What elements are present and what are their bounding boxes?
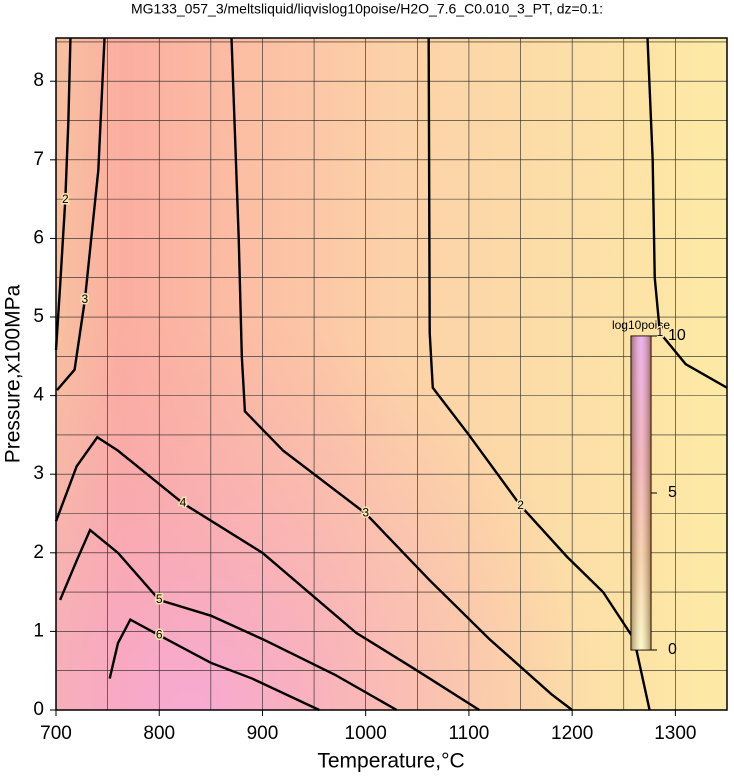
contour-label: 5 — [156, 592, 163, 606]
contour-line — [56, 37, 106, 391]
y-tick-label: 6 — [33, 227, 44, 248]
x-tick-label: 1300 — [654, 723, 696, 744]
y-tick-label: 4 — [33, 385, 44, 406]
y-axis-label: Pressure,x100MPa — [2, 284, 25, 463]
y-tick-label: 0 — [33, 699, 44, 720]
y-tick-label: 8 — [33, 70, 44, 91]
x-tick-label: 1100 — [448, 723, 489, 744]
x-tick-label: 1200 — [551, 723, 593, 744]
x-tick-label: 900 — [247, 723, 279, 744]
contour-line — [54, 37, 72, 351]
contour-label: 1 — [657, 325, 664, 339]
contour-line — [59, 528, 398, 712]
contour-line — [108, 617, 320, 712]
x-tick-label: 700 — [40, 723, 72, 744]
x-axis-label: Temperature,°C — [317, 750, 464, 773]
colorbar-shade — [631, 336, 651, 650]
contour-line — [230, 37, 573, 711]
y-tick-label: 2 — [33, 542, 44, 563]
x-tick-label: 1000 — [345, 723, 387, 744]
y-tick-label: 5 — [33, 306, 44, 327]
contour-label: 2 — [517, 498, 524, 512]
plot-shading — [56, 38, 727, 710]
contour-label: 4 — [180, 495, 187, 509]
contour-line — [646, 37, 728, 389]
contour-label: 6 — [156, 628, 163, 642]
x-tick-label: 800 — [143, 723, 175, 744]
plot-frame — [55, 37, 728, 711]
y-tick-label: 3 — [33, 463, 44, 484]
contour-label: 3 — [82, 292, 89, 306]
chart-title: MG133_057_3/meltsliquid/liqvislog10poise… — [131, 1, 603, 17]
contour-line — [427, 37, 651, 711]
contour-line — [54, 435, 480, 712]
y-tick-label: 7 — [33, 149, 44, 170]
contour-label: 2 — [62, 192, 69, 206]
contour-label: 3 — [362, 506, 369, 520]
colorbar-tick-label: 10 — [668, 327, 686, 344]
y-tick-label: 1 — [33, 620, 44, 641]
colorbar-label: log10poise — [612, 318, 670, 332]
colorbar-tick-label: 0 — [668, 641, 677, 658]
colorbar-tick-label: 5 — [668, 484, 677, 501]
